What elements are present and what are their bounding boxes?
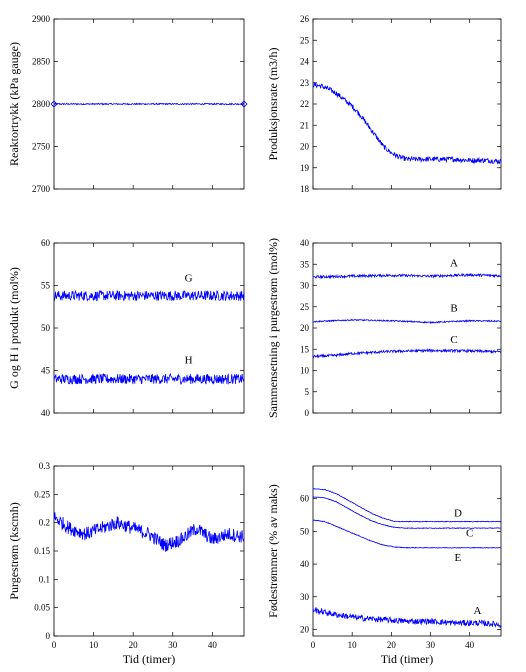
x-tick-label: 20 xyxy=(129,640,139,650)
y-tick-label: 30 xyxy=(300,592,310,602)
y-axis-label: Sammensetning i purgestrøm (mol%) xyxy=(266,238,280,418)
y-tick-label: 2750 xyxy=(32,142,51,152)
y-tick-label: 50 xyxy=(41,323,51,333)
series-annotation: C xyxy=(466,527,473,539)
y-axis-label: G og H i produkt (mol%) xyxy=(7,267,21,389)
series-line-3 xyxy=(312,347,502,359)
x-tick-label: 10 xyxy=(348,640,358,650)
x-axis-label: Tid (timer) xyxy=(381,652,434,666)
series-marker xyxy=(50,100,58,108)
y-tick-label: 40 xyxy=(41,408,51,418)
y-tick-label: 19 xyxy=(300,163,310,173)
subplot-4: 0 5 10 15 20 25 30 35 40 A B C Sammensetning i purge… xyxy=(266,238,502,418)
series-line-4 xyxy=(312,606,502,629)
series-annotation: D xyxy=(454,508,462,520)
x-axis-label: Tid (timer) xyxy=(123,652,176,666)
series-annotation: A xyxy=(474,605,482,617)
y-tick-label: 0.05 xyxy=(34,603,50,613)
y-tick-label: 0.25 xyxy=(34,489,50,499)
axes-frame xyxy=(312,465,502,637)
series-line-1 xyxy=(53,102,245,106)
y-tick-label: 20 xyxy=(300,142,310,152)
subplot-2: 18 19 20 21 22 23 24 25 26 Produksjonsrate (m3/h) xyxy=(266,14,502,194)
series-line-2 xyxy=(312,318,502,325)
y-tick-label: 25 xyxy=(300,35,310,45)
axes-frame xyxy=(312,242,502,414)
y-axis-label: Produksjonsrate (m3/h) xyxy=(266,48,280,161)
series-line-2 xyxy=(53,372,245,385)
series-annotation: H xyxy=(185,355,193,367)
y-tick-label: 35 xyxy=(300,259,310,269)
y-tick-label: 0 xyxy=(305,408,310,418)
x-tick-label: 30 xyxy=(426,640,436,650)
y-tick-label: 60 xyxy=(300,494,310,504)
x-tick-label: 20 xyxy=(387,640,397,650)
series-line-1 xyxy=(53,512,245,552)
y-axis-label: Reaktortrykk (kPa gauge) xyxy=(7,42,21,166)
series-annotation: C xyxy=(450,334,457,346)
subplot-5: 0 0.05 0.1 0.15 0.2 0.25 0.3 0 10 20 30 40 Purgestrø… xyxy=(7,461,245,666)
y-tick-label: 50 xyxy=(300,526,310,536)
x-tick-label: 30 xyxy=(168,640,178,650)
y-tick-label: 40 xyxy=(300,559,310,569)
axes-frame xyxy=(53,465,245,637)
y-tick-label: 45 xyxy=(41,366,51,376)
x-tick-label: 0 xyxy=(52,640,57,650)
y-tick-label: 0 xyxy=(46,631,51,641)
y-tick-label: 0.2 xyxy=(39,518,50,528)
series-annotation: B xyxy=(450,302,457,314)
y-tick-label: 18 xyxy=(300,184,310,194)
x-tick-label: 40 xyxy=(465,640,475,650)
y-axis-label: Purgestrøm (kscmh) xyxy=(7,502,21,599)
y-tick-label: 30 xyxy=(300,281,310,291)
y-tick-label: 22 xyxy=(300,99,309,109)
y-tick-label: 0.1 xyxy=(39,574,50,584)
x-tick-label: 0 xyxy=(311,640,316,650)
series-annotation: A xyxy=(450,257,458,269)
series-line-1 xyxy=(53,289,245,302)
y-tick-label: 2800 xyxy=(32,99,51,109)
y-tick-label: 15 xyxy=(300,344,310,354)
x-tick-label: 10 xyxy=(89,640,99,650)
series-line-1 xyxy=(312,272,502,280)
series-line-2 xyxy=(312,496,502,529)
y-tick-label: 2700 xyxy=(32,184,51,194)
series-marker xyxy=(240,100,248,108)
subplot-1: 2700 2750 2800 2850 2900 Reaktortrykk (kPa ga… xyxy=(7,14,248,194)
y-tick-label: 60 xyxy=(41,238,51,248)
series-line-1 xyxy=(312,488,502,523)
y-tick-label: 20 xyxy=(300,624,310,634)
axes-frame xyxy=(53,242,245,414)
y-tick-label: 2850 xyxy=(32,57,51,67)
y-tick-label: 55 xyxy=(41,281,51,291)
subplot-3: 40 45 50 55 60 G H G og H i produkt (mol%) xyxy=(7,238,245,418)
y-tick-label: 23 xyxy=(300,78,310,88)
series-annotation: E xyxy=(455,552,462,564)
x-tick-label: 40 xyxy=(208,640,218,650)
series-line-1 xyxy=(312,81,502,165)
y-tick-label: 40 xyxy=(300,238,310,248)
subplot-6: 20 30 40 50 60 0 10 20 30 40 DC E A Fødestrømmer (% a… xyxy=(266,465,502,666)
y-tick-label: 21 xyxy=(300,120,309,130)
y-tick-label: 25 xyxy=(300,302,310,312)
y-tick-label: 0.15 xyxy=(34,546,50,556)
axes-frame xyxy=(312,18,502,190)
y-tick-label: 0.3 xyxy=(39,461,51,471)
y-tick-label: 20 xyxy=(300,323,310,333)
series-annotation: G xyxy=(185,272,193,284)
y-axis-label: Fødestrømmer (% av maks) xyxy=(266,484,280,618)
y-tick-label: 5 xyxy=(305,387,310,397)
y-tick-label: 24 xyxy=(300,57,310,67)
y-tick-label: 26 xyxy=(300,14,310,24)
y-tick-label: 10 xyxy=(300,366,310,376)
y-tick-label: 2900 xyxy=(32,14,51,24)
series-line-3 xyxy=(312,519,502,549)
